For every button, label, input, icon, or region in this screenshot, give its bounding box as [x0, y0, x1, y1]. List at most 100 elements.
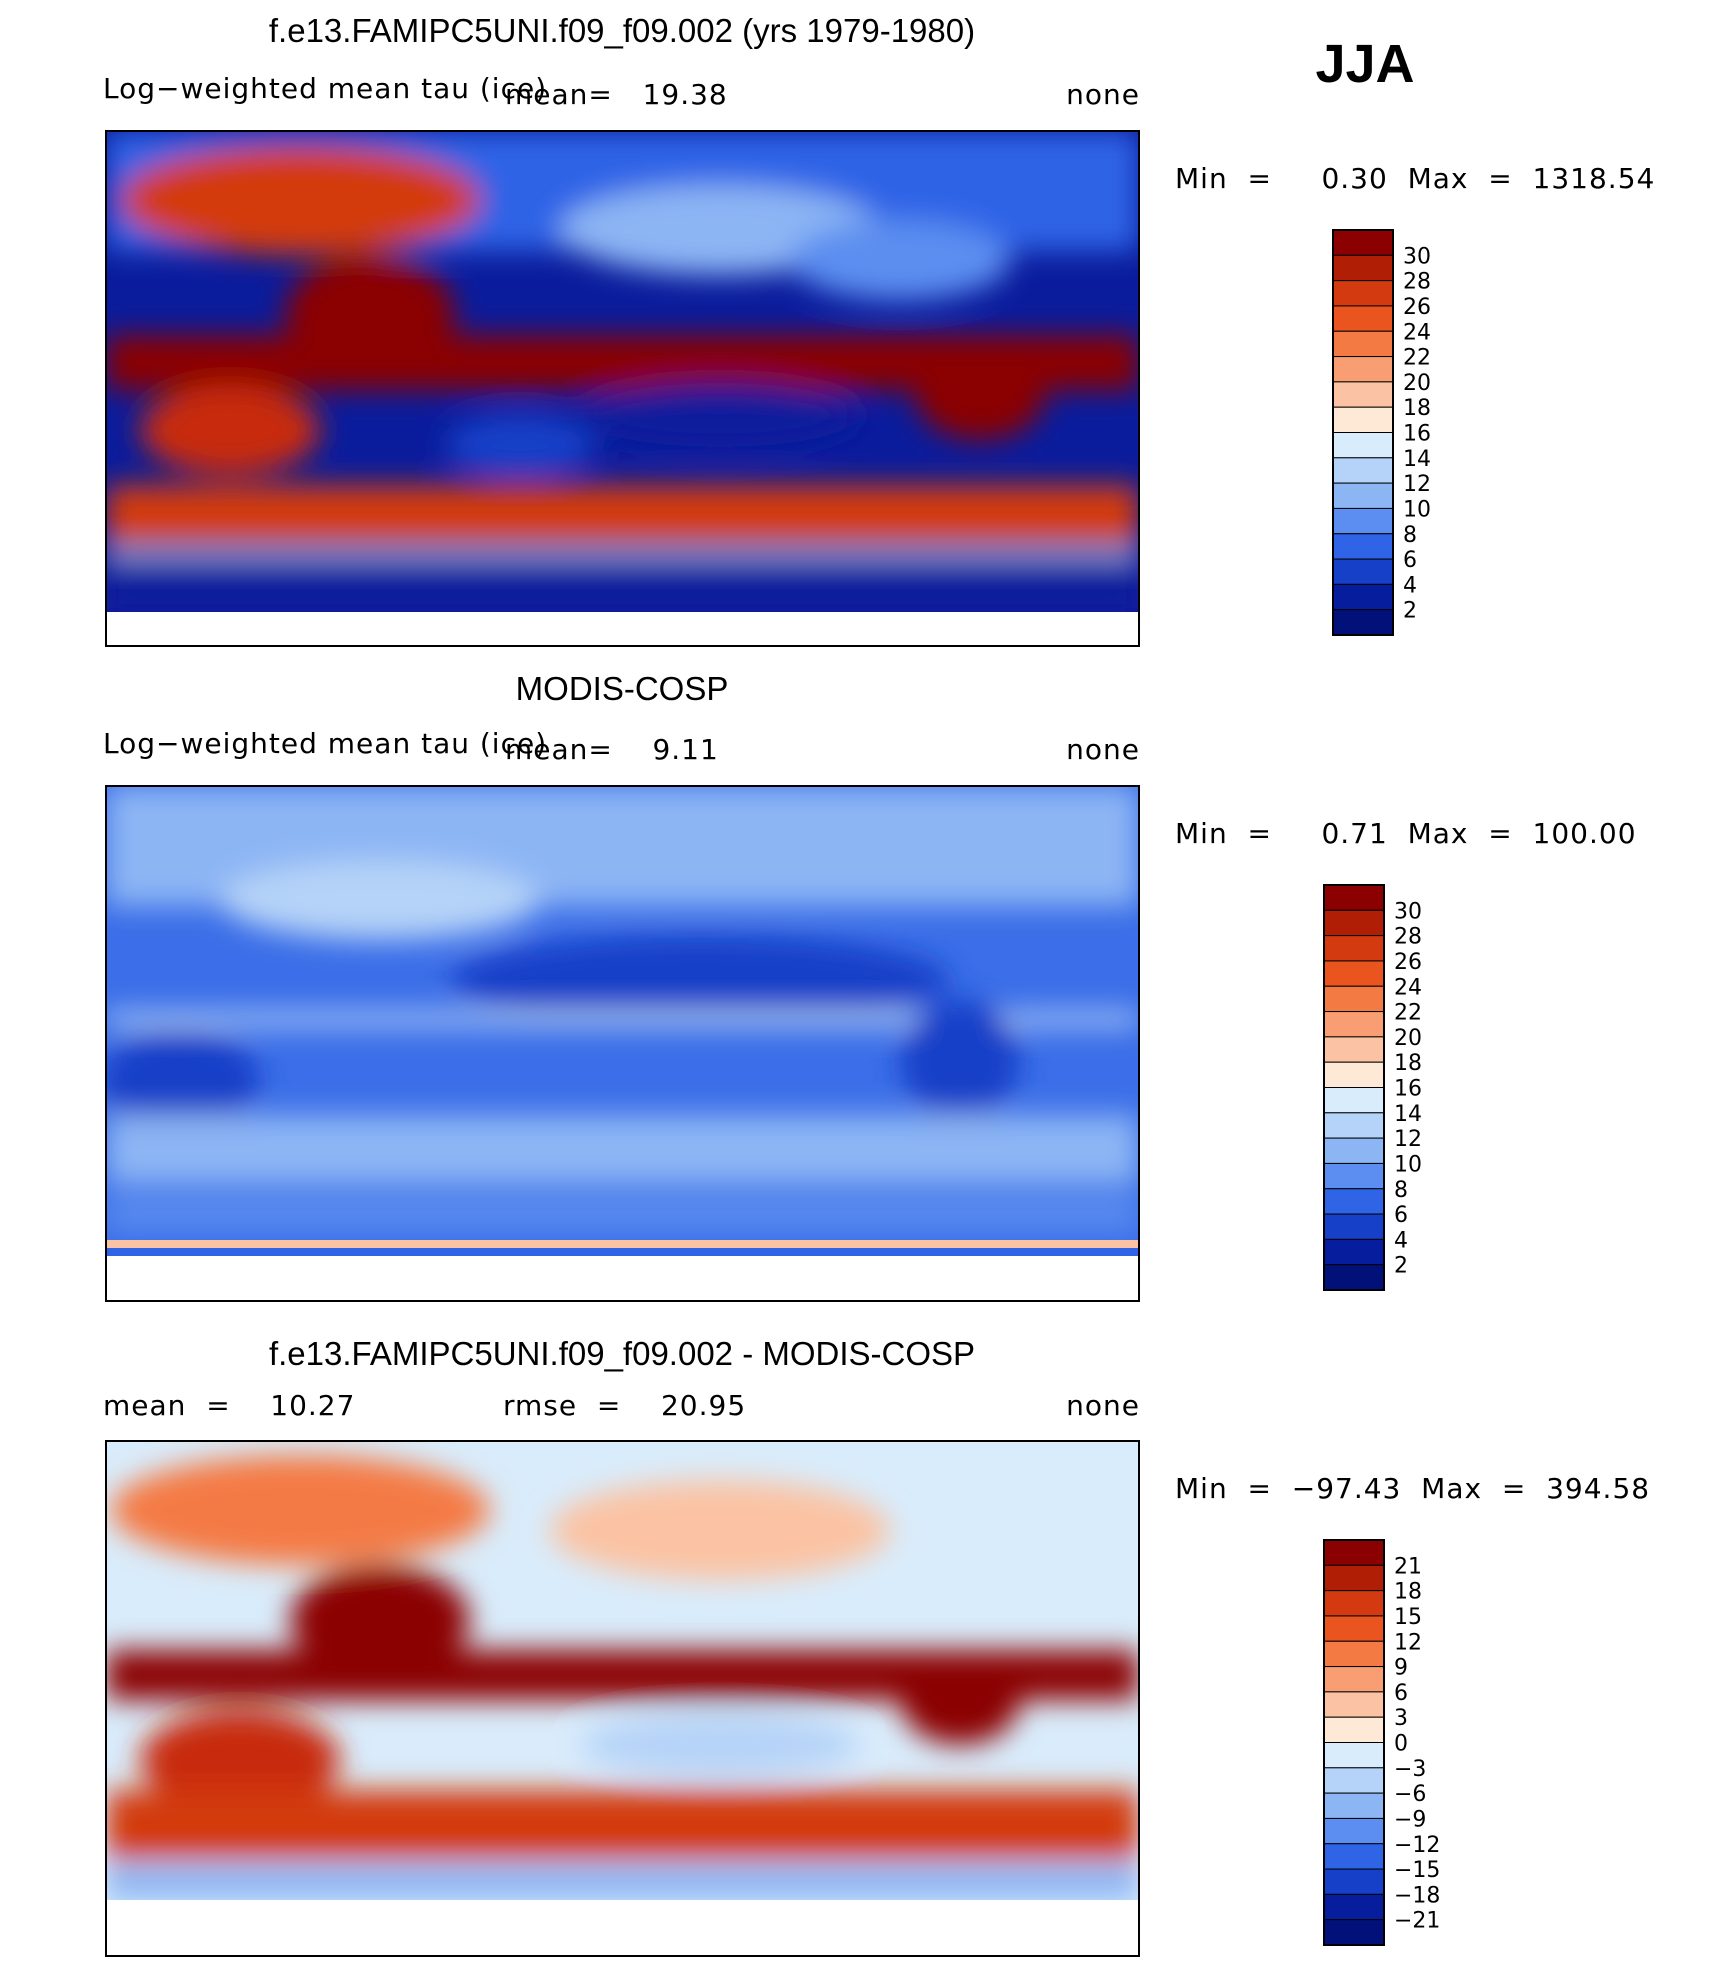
colorbar-tick-label: −12 — [1394, 1833, 1440, 1858]
colorbar-tick-label: 30 — [1394, 899, 1422, 924]
colorbar-frame — [1332, 229, 1394, 636]
colorbar-swatch — [1332, 583, 1394, 611]
colorbar-tick-label: 24 — [1394, 975, 1422, 1000]
colorbar-swatch — [1323, 1691, 1385, 1718]
colorbar-tick-label: 20 — [1403, 371, 1431, 396]
panel-left-label: mean = 10.27 — [103, 1389, 355, 1422]
panel-title: f.e13.FAMIPC5UNI.f09_f09.002 (yrs 1979-1… — [269, 12, 975, 49]
colorbar-swatch — [1323, 1767, 1385, 1794]
colorbar-tick-label: 6 — [1394, 1681, 1408, 1706]
colorbar-swatch — [1332, 280, 1394, 307]
colorbar-tick-label: 2 — [1403, 599, 1417, 624]
colorbar-swatch — [1332, 609, 1394, 636]
colorbar-swatch — [1323, 1716, 1385, 1743]
colorbar-swatch — [1332, 558, 1394, 585]
colorbar-swatch — [1323, 1112, 1385, 1139]
panel-minmax: Min = 0.71 Max = 100.00 — [1175, 817, 1637, 850]
colorbar-swatch — [1323, 1742, 1385, 1769]
panel-center-label: mean= 19.38 — [505, 78, 728, 111]
map-field — [106, 786, 1139, 1301]
colorbar-tick-label: 28 — [1403, 270, 1431, 295]
season-label: JJA — [1315, 34, 1414, 94]
colorbar-swatch — [1323, 1817, 1385, 1845]
map-frame — [105, 130, 1140, 647]
colorbar-tick-label: 10 — [1403, 497, 1431, 522]
colorbar-tick-label: 4 — [1394, 1228, 1408, 1253]
colorbar-tick-label: −3 — [1394, 1757, 1426, 1782]
colorbar-tick-label: −9 — [1394, 1807, 1426, 1832]
colorbar-swatch — [1332, 381, 1394, 408]
map-frame — [105, 1440, 1140, 1957]
colorbar-swatch — [1323, 1564, 1385, 1592]
colorbar-swatch — [1332, 305, 1394, 332]
colorbar-swatch — [1323, 1061, 1385, 1088]
panel-title: f.e13.FAMIPC5UNI.f09_f09.002 - MODIS-COS… — [269, 1335, 975, 1372]
colorbar-tick-label: 18 — [1394, 1580, 1422, 1605]
map-field — [106, 1441, 1139, 1956]
colorbar-swatch — [1332, 330, 1394, 358]
colorbar-tick-label: 15 — [1394, 1605, 1422, 1630]
map-frame — [105, 785, 1140, 1302]
colorbar-tick-label: 26 — [1403, 295, 1431, 320]
map-field — [106, 131, 1139, 646]
colorbar-swatch — [1332, 533, 1394, 560]
colorbar-swatch — [1323, 909, 1385, 937]
colorbar-tick-label: 10 — [1394, 1152, 1422, 1177]
panel-difference: f.e13.FAMIPC5UNI.f09_f09.002 - MODIS-COS… — [103, 1335, 1650, 1957]
colorbar-swatch — [1332, 356, 1394, 383]
colorbar-tick-label: 2 — [1394, 1254, 1408, 1279]
panel-left-label: Log−weighted mean tau (ice) — [103, 72, 547, 105]
colorbar-tick-label: 28 — [1394, 925, 1422, 950]
colorbar-swatch — [1332, 457, 1394, 484]
colorbar-swatch — [1323, 1036, 1385, 1063]
colorbar-tick-label: −15 — [1394, 1858, 1440, 1883]
colorbar-tick-label: −21 — [1394, 1909, 1440, 1934]
colorbar-swatch — [1323, 960, 1385, 987]
colorbar-tick-label: 12 — [1394, 1630, 1422, 1655]
colorbar-tick-label: 30 — [1403, 244, 1431, 269]
colorbar-swatch — [1323, 1162, 1385, 1190]
colorbar-swatch — [1323, 1919, 1385, 1946]
colorbar-tick-label: −18 — [1394, 1883, 1440, 1908]
panel-model: f.e13.FAMIPC5UNI.f09_f09.002 (yrs 1979-1… — [103, 12, 1655, 647]
colorbar-swatch — [1323, 1792, 1385, 1819]
colorbar-tick-label: 26 — [1394, 950, 1422, 975]
colorbar-swatch — [1323, 935, 1385, 962]
colorbar-frame — [1323, 884, 1385, 1291]
colorbar-swatch — [1332, 482, 1394, 509]
colorbar-tick-label: 16 — [1403, 422, 1431, 447]
colorbar-swatch — [1332, 507, 1394, 535]
panel-minmax: Min = −97.43 Max = 394.58 — [1175, 1472, 1650, 1505]
colorbar-swatch — [1323, 1843, 1385, 1870]
panel-minmax: Min = 0.30 Max = 1318.54 — [1175, 162, 1655, 195]
colorbar-swatch — [1323, 1264, 1385, 1291]
colorbar-swatch — [1323, 1011, 1385, 1038]
colorbar-swatch — [1332, 406, 1394, 433]
colorbar-tick-label: 24 — [1403, 320, 1431, 345]
panel-observations: MODIS-COSP Log−weighted mean tau (ice) m… — [103, 670, 1637, 1302]
colorbar-swatch — [1323, 985, 1385, 1013]
colorbar-tick-label: 6 — [1394, 1203, 1408, 1228]
colorbar-tick-label: 22 — [1403, 346, 1431, 371]
colorbar-swatch — [1323, 1666, 1385, 1693]
colorbar-tick-label: −6 — [1394, 1782, 1426, 1807]
colorbar-tick-label: 14 — [1394, 1102, 1422, 1127]
colorbar-frame — [1323, 1539, 1385, 1946]
colorbar-tick-label: 12 — [1394, 1127, 1422, 1152]
colorbar-tick-label: 22 — [1394, 1001, 1422, 1026]
colorbar-swatch — [1323, 1188, 1385, 1215]
colorbar-tick-label: 16 — [1394, 1077, 1422, 1102]
colorbar-swatch — [1323, 1137, 1385, 1164]
colorbar-tick-label: 3 — [1394, 1706, 1408, 1731]
colorbar-tick-label: 20 — [1394, 1026, 1422, 1051]
colorbar-swatch — [1332, 254, 1394, 282]
colorbar-swatch — [1323, 1590, 1385, 1617]
colorbar-tick-label: 0 — [1394, 1732, 1408, 1757]
colorbar-swatch — [1323, 884, 1385, 911]
colorbar-tick-label: 18 — [1403, 396, 1431, 421]
colorbar-swatch — [1323, 1087, 1385, 1114]
